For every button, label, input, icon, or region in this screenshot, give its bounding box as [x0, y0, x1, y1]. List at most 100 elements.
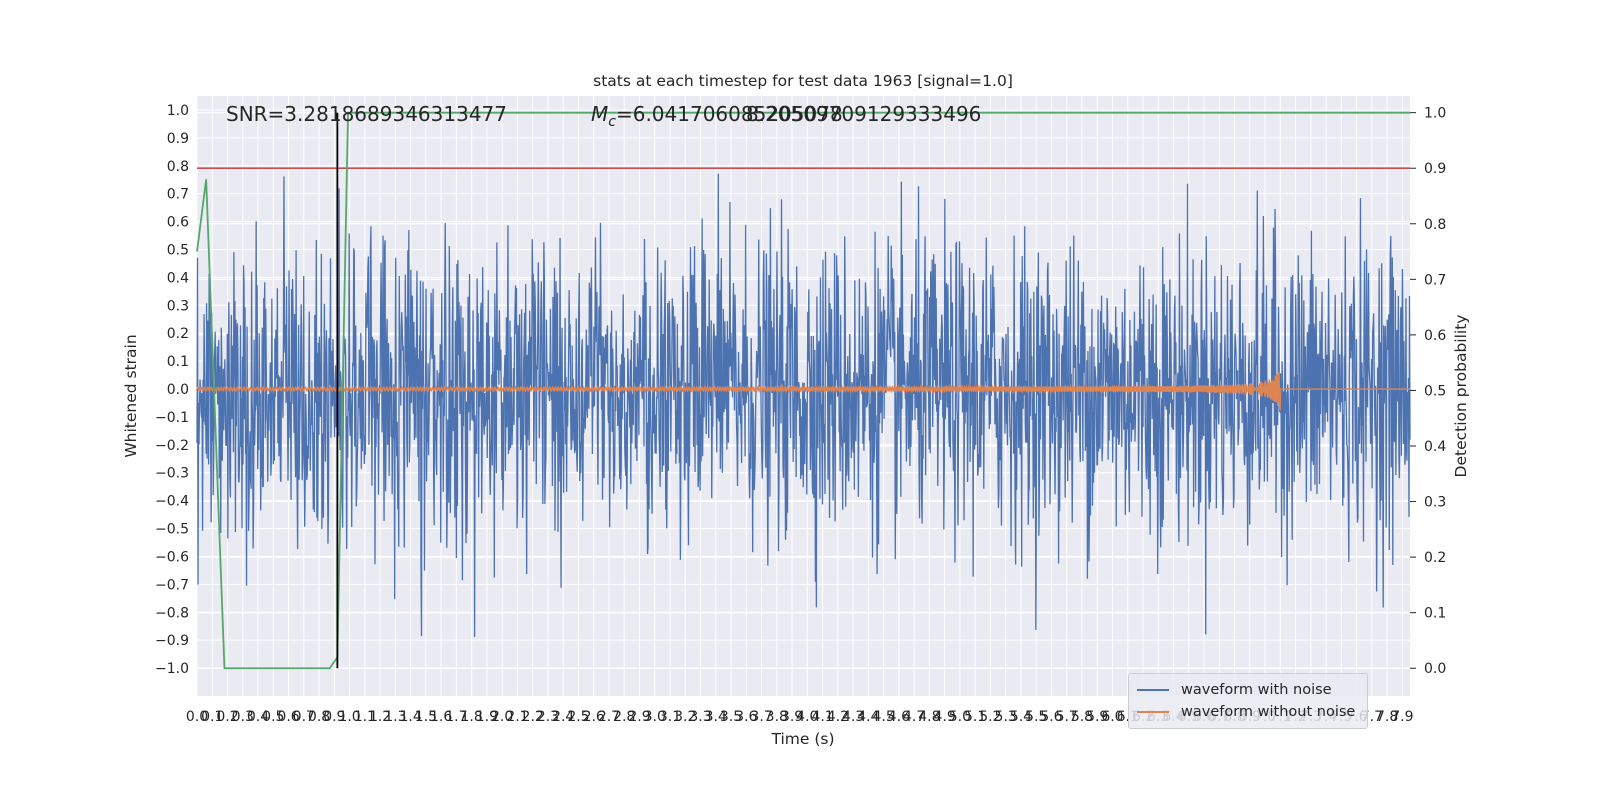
y-tick-label-right: 0.7	[1424, 272, 1446, 288]
x-tick-label: 2.4	[552, 709, 574, 725]
y-axis-left-label: Whitened strain	[122, 334, 140, 457]
x-tick-label: 5.2	[979, 709, 1001, 725]
chirp-mass-symbol: M	[591, 102, 608, 126]
noisy-waveform-line	[196, 173, 1411, 637]
y-tick-label-left: −0.9	[155, 633, 189, 649]
legend-label-noisy: waveform with noise	[1181, 682, 1332, 698]
y-tick-label-right: 0.8	[1424, 217, 1446, 233]
legend-swatch-noisy	[1137, 689, 1169, 691]
x-tick-label: 5.0	[949, 709, 971, 725]
x-tick-label: 4.4	[857, 709, 879, 725]
x-tick-label: 1.0	[338, 709, 360, 725]
detection-probability-series	[196, 111, 1410, 670]
x-tick-label: 6.0	[1101, 709, 1123, 725]
x-tick-label: 5.9	[1086, 709, 1108, 725]
clean-waveform-line	[196, 372, 1410, 411]
x-tick-label: 0.5	[262, 709, 284, 725]
x-tick-label: 5.6	[1040, 709, 1062, 725]
snr-annotation: SNR=3.2818689346313477	[226, 102, 507, 126]
x-tick-label: 3.5	[720, 709, 742, 725]
y-tick-label-left: 0.0	[167, 382, 189, 398]
y-axis-left-ticks: 1.0 0.9 0.8 0.7 0.6 0.5 0.4 0.3 0.2 0.1 0.0 −0.1 −0.…	[155, 103, 189, 677]
x-tick-label: 2.1	[506, 709, 528, 725]
x-tick-label: 1.2	[369, 709, 391, 725]
x-tick-label: 3.1	[659, 709, 681, 725]
legend-swatch-clean	[1137, 711, 1169, 713]
x-tick-label: 4.3	[842, 709, 864, 725]
y-tick-label-right: 0.6	[1424, 328, 1446, 344]
legend-item-noisy: waveform with noise	[1137, 679, 1332, 701]
x-tick-label: 0.4	[247, 709, 269, 725]
y-tick-label-right: 0.0	[1424, 661, 1446, 677]
x-tick-label: 3.7	[750, 709, 772, 725]
x-tick-label: 1.5	[415, 709, 437, 725]
x-tick-label: 2.3	[537, 709, 559, 725]
legend-item-clean: waveform without noise	[1137, 701, 1355, 723]
y-tick-label-left: 0.4	[167, 270, 189, 286]
x-tick-label: 7.8	[1376, 709, 1398, 725]
x-tick-label: 4.5	[872, 709, 894, 725]
y-tick-label-left: −0.6	[155, 549, 189, 565]
x-tick-label: 0.9	[323, 709, 345, 725]
y-tick-label-left: 0.3	[167, 298, 189, 314]
legend-label-clean: waveform without noise	[1181, 704, 1356, 720]
x-tick-label: 3.6	[735, 709, 757, 725]
x-tick-label: 2.9	[628, 709, 650, 725]
y-tick-label-left: 0.6	[167, 215, 189, 231]
chirp-mass-annotation: Mc=6.041706085205078	[591, 102, 843, 130]
x-tick-label: 0.8	[308, 709, 330, 725]
y-tick-label-right: 1.0	[1424, 106, 1446, 122]
x-tick-label: 0.1	[201, 709, 223, 725]
x-tick-label: 0.7	[293, 709, 315, 725]
chirp-mass-value: =6.041706085205078	[616, 102, 843, 126]
chart-title: stats at each timestep for test data 196…	[593, 72, 1013, 90]
x-tick-label: 3.8	[766, 709, 788, 725]
x-tick-label: 3.3	[689, 709, 711, 725]
x-tick-label: 4.8	[918, 709, 940, 725]
y-tick-label-left: −0.7	[155, 577, 189, 593]
x-tick-label: 5.7	[1056, 709, 1078, 725]
y-tick-label-left: 0.2	[167, 326, 189, 342]
y-tick-label-left: −0.5	[155, 522, 189, 538]
x-tick-label: 5.3	[995, 709, 1017, 725]
y-tick-label-right: 0.3	[1424, 495, 1446, 511]
y-tick-label-left: 0.7	[167, 187, 189, 203]
x-tick-label: 5.5	[1025, 709, 1047, 725]
x-tick-label: 0.2	[216, 709, 238, 725]
y-tick-label-left: 0.1	[167, 354, 189, 370]
y-tick-label-left: 0.5	[167, 242, 189, 258]
y-axis-right-label: Detection probability	[1452, 315, 1470, 478]
y-tick-label-left: −0.4	[155, 494, 189, 510]
x-tick-label: 7.9	[1391, 709, 1413, 725]
x-tick-label: 4.6	[888, 709, 910, 725]
x-tick-label: 1.1	[354, 709, 376, 725]
overlap-annotation: 8.20509709129333496	[746, 102, 981, 126]
x-tick-label: 3.9	[781, 709, 803, 725]
x-tick-label: 5.8	[1071, 709, 1093, 725]
x-tick-label: 4.9	[934, 709, 956, 725]
y-axis-right-ticks: 1.0 0.9 0.8 0.7 0.6 0.5 0.4 0.3 0.2 0.1 0.0	[1410, 106, 1446, 677]
x-tick-label: 2.5	[567, 709, 589, 725]
x-tick-label: 3.4	[705, 709, 727, 725]
detection-probability-line	[196, 111, 1410, 670]
x-tick-label: 0.3	[232, 709, 254, 725]
legend: waveform with noise waveform without noi…	[1128, 673, 1368, 729]
x-tick-label: 1.4	[399, 709, 421, 725]
x-tick-label: 4.7	[903, 709, 925, 725]
y-tick-label-left: 0.8	[167, 159, 189, 175]
x-tick-label: 1.3	[384, 709, 406, 725]
x-axis-label: Time (s)	[770, 730, 834, 748]
x-tick-label: 3.2	[674, 709, 696, 725]
x-tick-label: 1.9	[476, 709, 498, 725]
x-tick-label: 2.6	[583, 709, 605, 725]
y-tick-label-left: −0.8	[155, 605, 189, 621]
x-tick-label: 0.6	[277, 709, 299, 725]
x-tick-label: 5.1	[964, 709, 986, 725]
x-tick-label: 2.7	[598, 709, 620, 725]
y-tick-label-right: 0.2	[1424, 550, 1446, 566]
x-tick-label: 5.4	[1010, 709, 1032, 725]
y-tick-label-left: −0.2	[155, 438, 189, 454]
x-tick-label: 1.6	[430, 709, 452, 725]
x-tick-label: 1.7	[445, 709, 467, 725]
